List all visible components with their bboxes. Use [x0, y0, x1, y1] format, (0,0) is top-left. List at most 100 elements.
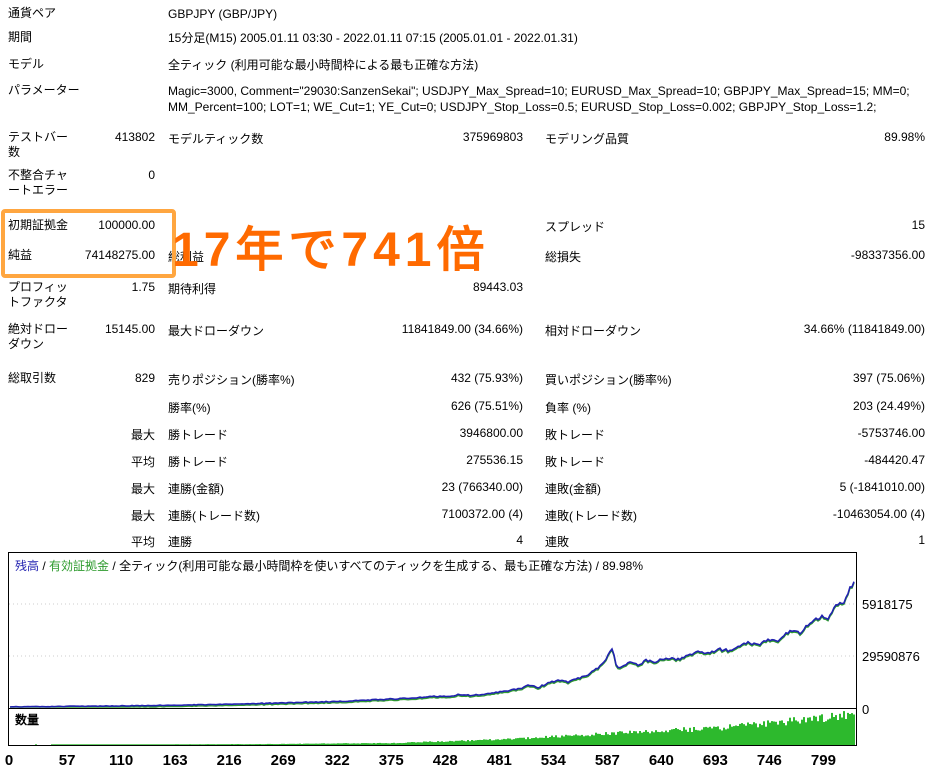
stat-value: 432 (75.93%) [450, 371, 523, 385]
x-tick-label: 428 [432, 752, 458, 769]
chart-legend: 残高 / 有効証拠金 / 全ティック(利用可能な最小時間枠を使いすべてのティック… [15, 557, 643, 574]
stat-value: 829 [134, 371, 155, 385]
y-axis-label: 29590876 [862, 649, 920, 664]
volume-chart-svg [35, 711, 855, 745]
legend-separator: / [592, 559, 603, 573]
stat-label: 相対ドローダウン [545, 324, 642, 338]
stat-label: テストバー数 [8, 130, 69, 159]
stat-label: 勝率(%) [168, 401, 211, 415]
info-value: GBPJPY (GBP/JPY) [168, 7, 278, 21]
stat-label: 純益 [8, 248, 33, 262]
legend-separator: / [109, 559, 120, 573]
volume-panel: 数量 [8, 708, 857, 746]
stat-label: 勝トレード [168, 428, 229, 442]
x-tick-label: 640 [648, 752, 674, 769]
stat-value: 413802 [114, 130, 155, 144]
stat-label: 総利益 [168, 250, 205, 264]
stat-label: 連勝(トレード数) [168, 509, 260, 523]
stat-value: -10463054.00 (4) [832, 507, 925, 521]
x-tick-label: 216 [216, 752, 242, 769]
y-axis-label: 5918175 [862, 597, 913, 612]
x-tick-label: 799 [810, 752, 836, 769]
stat-label: モデリング品質 [545, 132, 630, 146]
stat-value: -98337356.00 [850, 248, 925, 262]
info-label: 期間 [8, 30, 33, 44]
stat-label: 連敗 [545, 535, 570, 549]
stat-value: 34.66% (11841849.00) [803, 322, 925, 336]
stat-value: 89443.03 [472, 280, 523, 294]
stat-label: 敗トレード [545, 428, 606, 442]
stat-value: 74148275.00 [84, 248, 155, 262]
volume-label: 数量 [15, 713, 40, 727]
stat-label: 連敗(金額) [545, 482, 601, 496]
stat-value: 100000.00 [98, 218, 155, 232]
x-tick-label: 693 [702, 752, 728, 769]
legend-balance-label: 残高 [15, 559, 40, 573]
stat-value: 15145.00 [104, 322, 155, 336]
stat-label: 買いポジション(勝率%) [545, 373, 672, 387]
x-tick-label: 163 [162, 752, 188, 769]
info-value: 15分足(M15) 2005.01.11 03:30 - 2022.01.11 … [168, 31, 578, 45]
stat-value: 275536.15 [466, 453, 523, 467]
x-tick-label: 746 [756, 752, 782, 769]
stat-value: 4 [516, 533, 523, 547]
stat-label: 最大ドローダウン [168, 324, 265, 338]
stat-label: 敗トレード [545, 455, 606, 469]
stat-value: 平均 [130, 455, 155, 469]
stat-label: 不整合チャートエラー [8, 168, 69, 197]
stat-value: 最大 [130, 428, 155, 442]
legend-separator: / [39, 559, 50, 573]
stat-label: モデルティック数 [168, 132, 264, 146]
stat-value: 15 [911, 218, 925, 232]
stat-value: -484420.47 [864, 453, 925, 467]
stat-value: 375969803 [462, 130, 523, 144]
stat-value: 1 [918, 533, 925, 547]
info-label: モデル [8, 57, 45, 71]
x-tick-label: 481 [486, 752, 512, 769]
legend-model-text: 全ティック(利用可能な最小時間枠を使いすべてのティックを生成する、最も正確な方法… [119, 559, 593, 573]
stat-label: スプレッド [545, 220, 606, 234]
stat-value: 3946800.00 [459, 426, 523, 440]
stat-label: プロフィットファクタ [8, 280, 68, 309]
stat-value: 626 (75.51%) [450, 399, 523, 413]
x-tick-label: 322 [324, 752, 350, 769]
x-tick-label: 269 [270, 752, 296, 769]
stat-label: 売りポジション(勝率%) [168, 373, 295, 387]
stat-label: 連敗(トレード数) [545, 509, 637, 523]
y-axis-label: 0 [862, 702, 870, 717]
info-value: Magic=3000, Comment="29030:SanzenSekai";… [168, 84, 910, 114]
initial-deposit-net-profit-highlight [1, 209, 176, 278]
stat-value: 397 (75.06%) [852, 371, 925, 385]
legend-equity-label: 有効証拠金 [49, 559, 110, 573]
stat-value: 11841849.00 (34.66%) [401, 322, 523, 336]
stat-label: 連勝 [168, 535, 193, 549]
stat-value: 0 [148, 168, 155, 182]
x-axis-labels: 0 57 110 163 216 269 322 375 428 481 534 587 640 693 7… [0, 752, 933, 774]
info-label: 通貨ペア [8, 6, 57, 20]
info-value: 全ティック (利用可能な最小時間枠による最も正確な方法) [168, 58, 479, 72]
stat-label: 総取引数 [8, 371, 57, 385]
stat-label: 負率 (%) [545, 401, 591, 415]
stat-value: 1.75 [131, 280, 155, 294]
stat-value: 最大 [130, 509, 155, 523]
stat-value: 5 (-1841010.00) [839, 480, 925, 494]
stat-value: 203 (24.49%) [852, 399, 925, 413]
stat-label: 総損失 [545, 250, 582, 264]
stat-label: 勝トレード [168, 455, 229, 469]
stat-value: 23 (766340.00) [441, 480, 523, 494]
stat-label: 絶対ドローダウン [8, 322, 69, 351]
stat-label: 期待利得 [168, 282, 217, 296]
stat-value: 平均 [130, 535, 155, 549]
x-tick-label: 57 [58, 752, 76, 769]
balance-chart-panel: 残高 / 有効証拠金 / 全ティック(利用可能な最小時間枠を使いすべてのティック… [8, 552, 857, 709]
x-tick-label: 0 [4, 752, 14, 769]
stat-value: -5753746.00 [857, 426, 925, 440]
balance-chart-svg [9, 581, 856, 708]
info-label: パラメーター [8, 83, 80, 97]
stat-label: 初期証拠金 [8, 218, 69, 232]
stat-value: 7100372.00 (4) [441, 507, 523, 521]
x-tick-label: 375 [378, 752, 404, 769]
stat-value: 最大 [130, 482, 155, 496]
growth-annotation: 17年で741倍 [172, 224, 490, 277]
stat-value: 89.98% [884, 130, 925, 144]
